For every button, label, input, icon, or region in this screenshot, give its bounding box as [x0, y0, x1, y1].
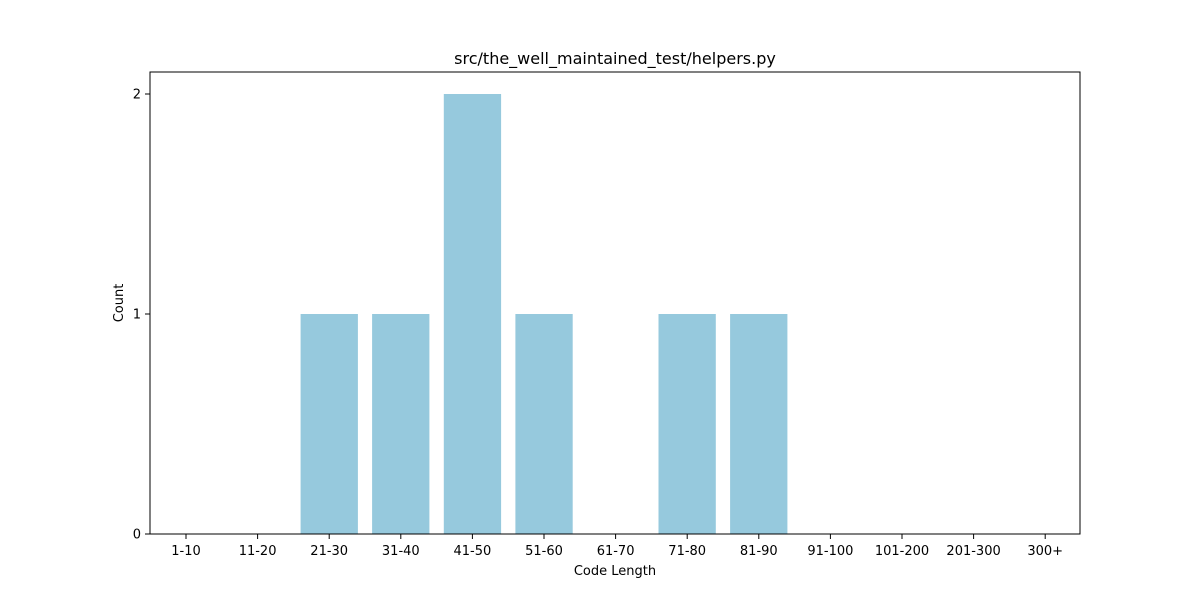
bar-41-50	[444, 94, 501, 534]
x-tick-label: 1-10	[171, 544, 201, 559]
bar-71-80	[659, 314, 716, 534]
plot-frame	[150, 72, 1080, 534]
x-tick-label: 91-100	[807, 544, 853, 559]
x-tick-label: 31-40	[382, 544, 420, 559]
bar-51-60	[515, 314, 572, 534]
x-tick-label: 61-70	[597, 544, 635, 559]
x-axis-label: Code Length	[574, 564, 656, 579]
x-tick-label: 21-30	[310, 544, 348, 559]
x-axis-ticks: 1-10 11-20 21-30 31-40 41-50 51-60 61-70 71-80 8…	[171, 534, 1063, 559]
bar-81-90	[730, 314, 787, 534]
y-axis-label: Count	[112, 284, 127, 323]
chart-title: src/the_well_maintained_test/helpers.py	[454, 49, 776, 69]
x-tick-label: 71-80	[668, 544, 706, 559]
x-tick-label: 41-50	[454, 544, 492, 559]
x-tick-label: 300+	[1027, 544, 1063, 559]
x-tick-label: 51-60	[525, 544, 563, 559]
y-tick-label: 0	[133, 528, 141, 543]
x-tick-label: 101-200	[875, 544, 929, 559]
x-tick-label: 201-300	[946, 544, 1000, 559]
y-axis-ticks: 0 1 2	[133, 88, 150, 543]
x-tick-label: 11-20	[239, 544, 277, 559]
x-tick-label: 81-90	[740, 544, 778, 559]
bars-group	[301, 94, 788, 534]
y-tick-label: 1	[133, 308, 141, 323]
bar-21-30	[301, 314, 358, 534]
bar-31-40	[372, 314, 429, 534]
y-tick-label: 2	[133, 88, 141, 103]
